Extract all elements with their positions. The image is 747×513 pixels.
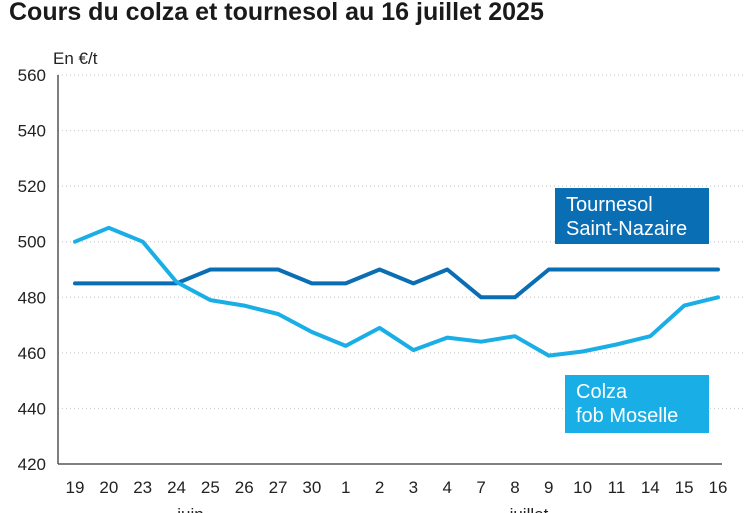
- x-tick-label: 20: [99, 478, 118, 497]
- x-tick-label: 11: [608, 478, 626, 497]
- y-tick-labels: 420 440 460 480 500 520 540 560: [18, 66, 46, 474]
- y-tick-label: 500: [18, 233, 46, 252]
- x-tick-label: 8: [510, 478, 519, 497]
- x-tick-label: 15: [675, 478, 694, 497]
- chart-title: Cours du colza et tournesol au 16 juille…: [9, 0, 544, 26]
- y-tick-label: 480: [18, 288, 46, 307]
- x-tick-label: 1: [341, 478, 350, 497]
- x-tick-label: 3: [409, 478, 418, 497]
- x-tick-label: 4: [443, 478, 452, 497]
- colza-series-line: [73, 225, 720, 358]
- x-tick-label: 23: [133, 478, 152, 497]
- x-tick-labels: 19 20 23 24 25 26 27 30 1 2 3 4 7 8 9 10 11 14 15 16: [66, 478, 728, 497]
- y-tick-label: 560: [18, 66, 46, 85]
- month-label: juillet: [509, 505, 549, 513]
- month-label: juin: [176, 505, 203, 513]
- y-axis-unit-label: En €/t: [53, 49, 98, 68]
- x-tick-label: 25: [201, 478, 220, 497]
- x-tick-label: 10: [573, 478, 592, 497]
- x-tick-label: 19: [66, 478, 85, 497]
- tournesol-series-line: [73, 267, 720, 300]
- y-tick-label: 420: [18, 455, 46, 474]
- y-tick-label: 520: [18, 177, 46, 196]
- series-label-line: fob Moselle: [576, 405, 678, 427]
- month-labels: juin juillet: [176, 505, 548, 513]
- x-tick-label: 2: [375, 478, 384, 497]
- y-tick-label: 440: [18, 399, 46, 418]
- badge-background: [565, 375, 709, 433]
- x-tick-label: 16: [709, 478, 728, 497]
- x-tick-label: 24: [167, 478, 186, 497]
- series-label-line: Colza: [576, 381, 628, 403]
- y-tick-label: 460: [18, 344, 46, 363]
- series-lines: [73, 225, 720, 358]
- x-tick-label: 14: [641, 478, 660, 497]
- badge-background: [555, 188, 709, 244]
- y-tick-label: 540: [18, 122, 46, 141]
- x-tick-label: 30: [302, 478, 321, 497]
- series-label-line: Tournesol: [566, 194, 653, 216]
- x-tick-label: 27: [269, 478, 288, 497]
- x-tick-label: 26: [235, 478, 254, 497]
- x-tick-label: 9: [544, 478, 553, 497]
- x-tick-label: 7: [476, 478, 485, 497]
- series-label-line: Saint-Nazaire: [566, 218, 687, 240]
